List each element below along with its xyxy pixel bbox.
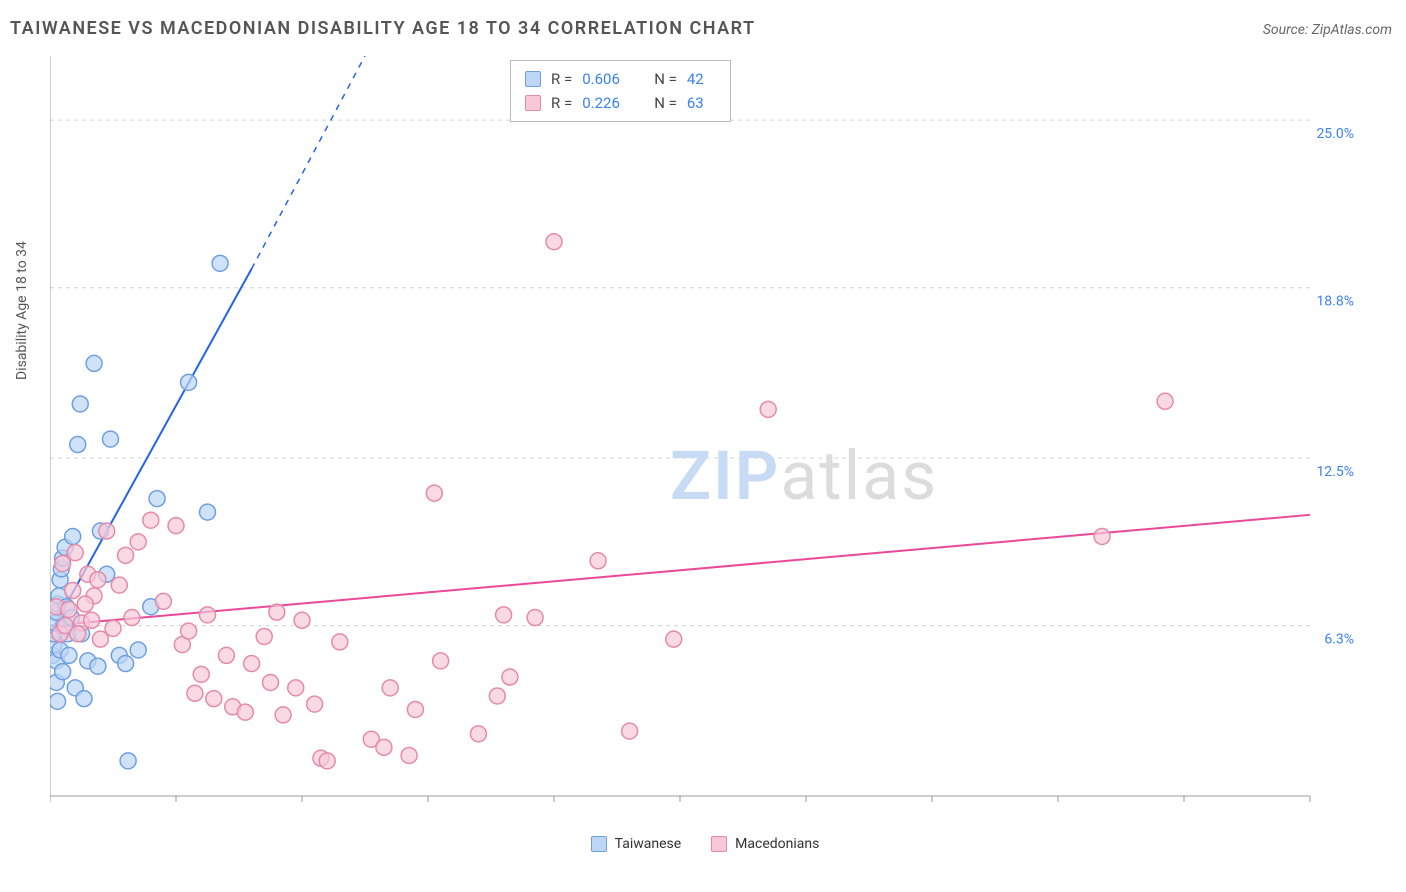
y-axis-label: Disability Age 18 to 34 [14, 241, 30, 380]
legend-item-taiwanese: Taiwanese [591, 836, 682, 852]
n-value-taiwanese: 42 [687, 67, 704, 91]
n-value-macedonians: 63 [687, 91, 704, 115]
swatch-taiwanese [525, 71, 541, 87]
legend-label: Macedonians [735, 836, 819, 852]
r-value-taiwanese: 0.606 [582, 67, 632, 91]
r-value-macedonians: 0.226 [582, 91, 632, 115]
swatch-macedonians [525, 95, 541, 111]
legend: Taiwanese Macedonians [50, 836, 1360, 852]
stat-row-macedonians: R = 0.226 N = 63 [525, 91, 716, 115]
source-label: Source: ZipAtlas.com [1263, 22, 1392, 38]
svg-text:18.8%: 18.8% [1316, 294, 1354, 310]
stat-row-taiwanese: R = 0.606 N = 42 [525, 67, 716, 91]
legend-item-macedonians: Macedonians [711, 836, 819, 852]
n-prefix: N = [654, 67, 677, 91]
scatter-chart: 6.3% 12.5% 18.8% 25.0% [50, 56, 1360, 806]
r-prefix: R = [551, 67, 572, 91]
correlation-stat-box: R = 0.606 N = 42 R = 0.226 N = 63 [510, 60, 731, 122]
swatch-taiwanese [591, 836, 607, 852]
plot-area: 6.3%12.5%18.8%25.0% ZIPatlas R = 0.606 N… [50, 56, 1360, 806]
swatch-macedonians [711, 836, 727, 852]
legend-label: Taiwanese [615, 836, 682, 852]
svg-text:25.0%: 25.0% [1316, 126, 1354, 142]
chart-title: TAIWANESE VS MACEDONIAN DISABILITY AGE 1… [10, 18, 756, 39]
svg-text:12.5%: 12.5% [1316, 464, 1354, 480]
n-prefix: N = [654, 91, 677, 115]
r-prefix: R = [551, 91, 572, 115]
svg-text:6.3%: 6.3% [1324, 632, 1354, 648]
